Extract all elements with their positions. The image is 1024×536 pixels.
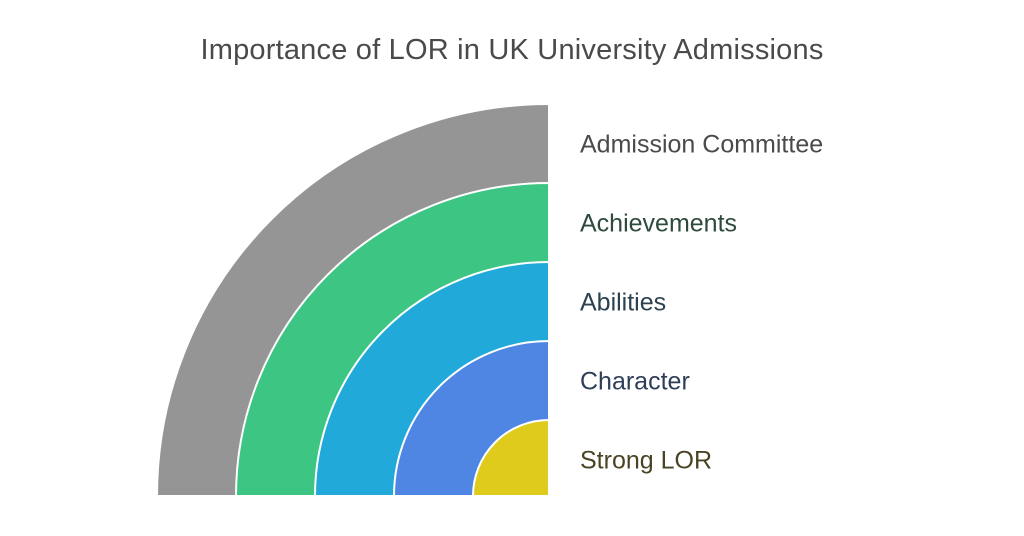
layer-label-character: Character	[580, 368, 690, 396]
layer-label-achievements: Achievements	[580, 210, 737, 238]
diagram-labels: Admission Committee Achievements Abilities…	[580, 131, 823, 475]
diagram-title: Importance of LOR in UK University Admis…	[200, 34, 824, 66]
layer-strong-lor	[471, 418, 550, 497]
layer-label-admission-committee: Admission Committee	[580, 131, 823, 159]
layer-label-strong-lor: Strong LOR	[580, 447, 712, 475]
diagram-layers	[155, 102, 550, 497]
layer-label-abilities: Abilities	[580, 289, 666, 317]
